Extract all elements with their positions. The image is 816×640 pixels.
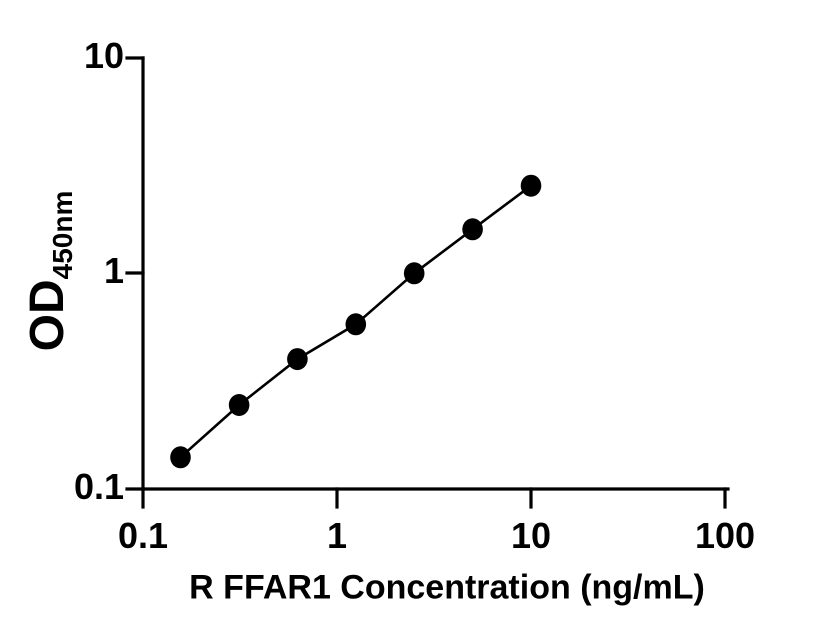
svg-text:1: 1 bbox=[327, 515, 347, 556]
svg-text:10: 10 bbox=[84, 35, 124, 76]
svg-text:OD450nm: OD450nm bbox=[21, 191, 78, 352]
svg-text:0.1: 0.1 bbox=[118, 515, 168, 556]
svg-text:1: 1 bbox=[104, 250, 124, 291]
svg-text:0.1: 0.1 bbox=[74, 466, 124, 507]
svg-text:10: 10 bbox=[511, 515, 551, 556]
svg-text:100: 100 bbox=[695, 515, 755, 556]
